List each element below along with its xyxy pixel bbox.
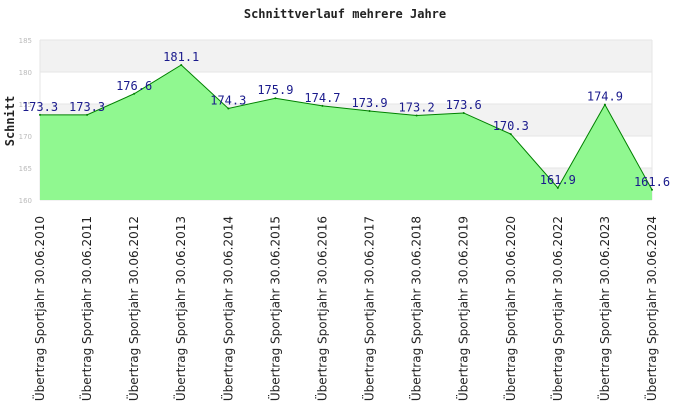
x-tick-label: Übertrag Sportjahr 30.06.2019	[455, 216, 471, 401]
area-layer	[39, 63, 653, 201]
x-tick-label: Übertrag Sportjahr 30.06.2017	[361, 216, 377, 401]
data-label: 181.1	[163, 50, 199, 64]
y-tick-label: 185	[19, 37, 32, 45]
y-axis-label: Schnitt	[3, 96, 17, 147]
x-tick-label: Übertrag Sportjahr 30.06.2014	[219, 216, 235, 401]
data-point	[321, 104, 324, 107]
x-tick-labels: Übertrag Sportjahr 30.06.2010 Übertrag Sp…	[31, 216, 659, 401]
y-tick-labels: 160 165 170 175 180 185	[19, 37, 32, 205]
data-label: 175.9	[257, 83, 293, 97]
data-label: 170.3	[493, 119, 529, 133]
data-label: 173.6	[446, 98, 482, 112]
data-labels: 173.3 173.3 176.6 181.1 174.3 175.9 174.7 173.9…	[22, 50, 670, 189]
data-label: 174.3	[210, 93, 246, 107]
x-tick-label: Übertrag Sportjahr 30.06.2010	[31, 216, 47, 401]
x-tick-label: Übertrag Sportjahr 30.06.2016	[313, 216, 329, 401]
data-point	[180, 63, 183, 66]
series-area	[40, 64, 652, 201]
x-tick-label: Übertrag Sportjahr 30.06.2018	[408, 216, 424, 401]
data-point	[415, 114, 418, 117]
y-tick-label: 160	[19, 197, 32, 205]
data-point	[39, 113, 41, 116]
data-point	[86, 113, 89, 116]
series-line	[40, 64, 653, 191]
data-label: 174.7	[304, 91, 340, 105]
x-tick-label: Übertrag Sportjahr 30.06.2013	[172, 216, 188, 401]
y-tick-label: 170	[19, 133, 32, 141]
data-label: 174.9	[587, 90, 623, 104]
data-point	[462, 111, 465, 114]
x-tick-label: Übertrag Sportjahr 30.06.2023	[596, 216, 612, 401]
y-tick-label: 180	[19, 69, 32, 77]
data-point	[227, 107, 230, 110]
chart-title: Schnittverlauf mehrere Jahre	[244, 7, 446, 21]
data-label: 173.3	[22, 100, 58, 114]
y-tick-label: 175	[19, 101, 32, 109]
data-label: 173.2	[399, 101, 435, 115]
data-point	[556, 186, 559, 189]
background-band	[40, 40, 652, 72]
data-point	[133, 92, 136, 95]
data-label: 173.9	[351, 96, 387, 110]
x-tick-label: Übertrag Sportjahr 30.06.2020	[502, 216, 518, 401]
x-tick-label: Übertrag Sportjahr 30.06.2012	[125, 216, 141, 401]
data-point	[509, 133, 512, 136]
data-point	[368, 110, 371, 113]
x-tick-label: Übertrag Sportjahr 30.06.2011	[78, 216, 94, 401]
data-point	[603, 103, 606, 106]
data-label: 161.6	[634, 175, 670, 189]
x-tick-label: Übertrag Sportjahr 30.06.2022	[549, 216, 565, 401]
x-tick-label: Übertrag Sportjahr 30.06.2015	[266, 216, 282, 401]
data-label: 161.9	[540, 173, 576, 187]
data-point	[274, 97, 277, 100]
data-point	[651, 188, 653, 191]
y-tick-label: 165	[19, 165, 32, 173]
data-label: 176.6	[116, 79, 152, 93]
x-tick-label: Übertrag Sportjahr 30.06.2024	[643, 216, 659, 401]
data-label: 173.3	[69, 100, 105, 114]
